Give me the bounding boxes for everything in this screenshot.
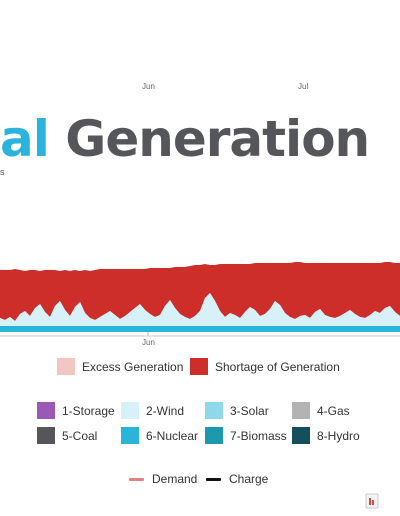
legend-label: Charge: [229, 472, 269, 486]
legend-line-swatch: [206, 477, 221, 481]
legend-coal[interactable]: 5-Coal: [37, 427, 97, 444]
legend-solar[interactable]: 3-Solar: [205, 402, 269, 419]
legend-label: Excess Generation: [82, 359, 184, 374]
legend-shortage-of-generation[interactable]: Shortage of Generation: [190, 358, 340, 375]
legend-storage[interactable]: 1-Storage: [37, 402, 115, 419]
legend-label: Shortage of Generation: [215, 359, 340, 374]
legend-biomass[interactable]: 7-Biomass: [205, 427, 287, 444]
area-series-3: [0, 262, 400, 321]
legend-swatch: [292, 427, 310, 444]
x-tick-bottom-jun: Jun: [142, 338, 155, 347]
legend-swatch: [292, 402, 310, 419]
legend-swatch: [37, 402, 55, 419]
title-accent: al: [0, 110, 50, 168]
legend-charge[interactable]: Charge: [206, 472, 268, 486]
legend-label: 4-Gas: [317, 403, 350, 418]
legend-demand[interactable]: Demand: [129, 472, 197, 486]
generation-chart: [0, 262, 400, 337]
x-tick-top-jun: Jun: [142, 82, 155, 91]
legend-line-swatch: [129, 477, 144, 481]
legend-label: Demand: [152, 472, 198, 486]
legend-label: 2-Wind: [146, 403, 185, 418]
legend-hydro[interactable]: 8-Hydro: [292, 427, 360, 444]
title-main: Generation: [48, 110, 370, 168]
legend-swatch: [37, 427, 55, 444]
legend-label: 5-Coal: [62, 428, 98, 443]
legend-label: 1-Storage: [62, 403, 115, 418]
legend-swatch: [121, 427, 139, 444]
legend-swatch: [205, 402, 223, 419]
export-icon[interactable]: [365, 493, 379, 509]
legend-swatch: [205, 427, 223, 444]
legend-label: 8-Hydro: [317, 428, 360, 443]
legend-wind[interactable]: 2-Wind: [121, 402, 184, 419]
x-tick-top-jul: Jul: [298, 82, 309, 91]
legend-swatch: [121, 402, 139, 419]
legend-label: 3-Solar: [230, 403, 269, 418]
page-title: al Generation: [0, 104, 370, 174]
legend-gas[interactable]: 4-Gas: [292, 402, 350, 419]
area-series-1: [0, 326, 400, 332]
legend-nuclear[interactable]: 6-Nuclear: [121, 427, 198, 444]
legend-label: 6-Nuclear: [146, 428, 199, 443]
area-series-2: [0, 293, 400, 326]
legend-excess-generation[interactable]: Excess Generation: [57, 358, 183, 375]
legend-swatch: [57, 358, 75, 375]
page-subtitle: s: [0, 167, 5, 177]
legend-label: 7-Biomass: [230, 428, 287, 443]
legend-swatch: [190, 358, 208, 375]
